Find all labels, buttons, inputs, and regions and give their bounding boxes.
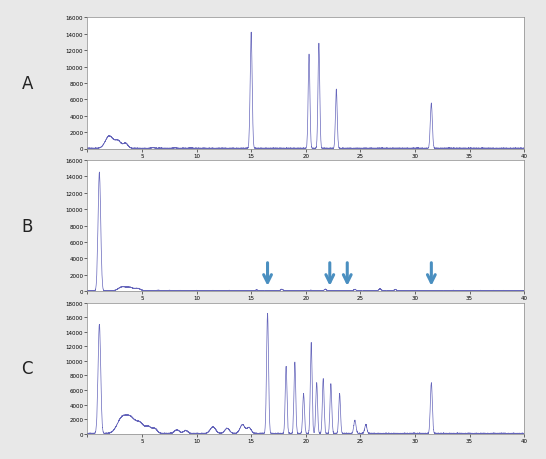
Text: A: A xyxy=(22,75,33,93)
Text: C: C xyxy=(21,359,33,377)
Text: B: B xyxy=(22,217,33,235)
